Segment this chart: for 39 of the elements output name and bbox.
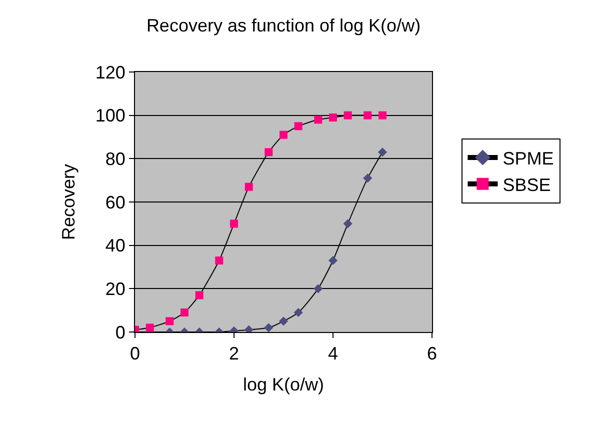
point [329, 114, 337, 122]
point [146, 324, 154, 332]
point [166, 317, 174, 326]
point [378, 148, 388, 157]
point [344, 111, 352, 120]
y-axis-title: Recovery [58, 164, 79, 240]
point [230, 220, 238, 228]
y-tick-label: 20 [105, 278, 126, 299]
point [264, 323, 274, 332]
y-tick-label: 0 [115, 322, 126, 342]
point [343, 219, 352, 228]
x-tick-label: 2 [228, 344, 240, 364]
chart-title: Recovery as function of log K(o/w) [146, 16, 421, 36]
legend-label: SPME [502, 148, 554, 169]
point [244, 182, 253, 191]
point [314, 116, 322, 124]
y-tick-label: 80 [105, 148, 126, 169]
point [294, 308, 303, 318]
point [215, 256, 224, 264]
point [363, 174, 372, 183]
y-tick-label: 40 [105, 236, 126, 256]
point [294, 122, 302, 130]
point [314, 284, 323, 294]
point [264, 148, 273, 156]
x-tick-label: 0 [130, 344, 140, 364]
point [364, 111, 372, 120]
x-tick-label: 6 [426, 344, 438, 364]
point [328, 256, 338, 266]
x-tick-label: 4 [328, 344, 338, 364]
point [278, 316, 288, 326]
y-tick-label: 120 [95, 62, 126, 82]
point [378, 111, 386, 120]
point [180, 308, 188, 316]
point [280, 130, 288, 139]
y-tick-label: 100 [95, 106, 126, 126]
x-axis-title: log K(o/w) [242, 374, 324, 395]
legend-label: SBSE [502, 174, 551, 195]
y-tick-label: 60 [105, 192, 126, 212]
point [195, 291, 204, 300]
